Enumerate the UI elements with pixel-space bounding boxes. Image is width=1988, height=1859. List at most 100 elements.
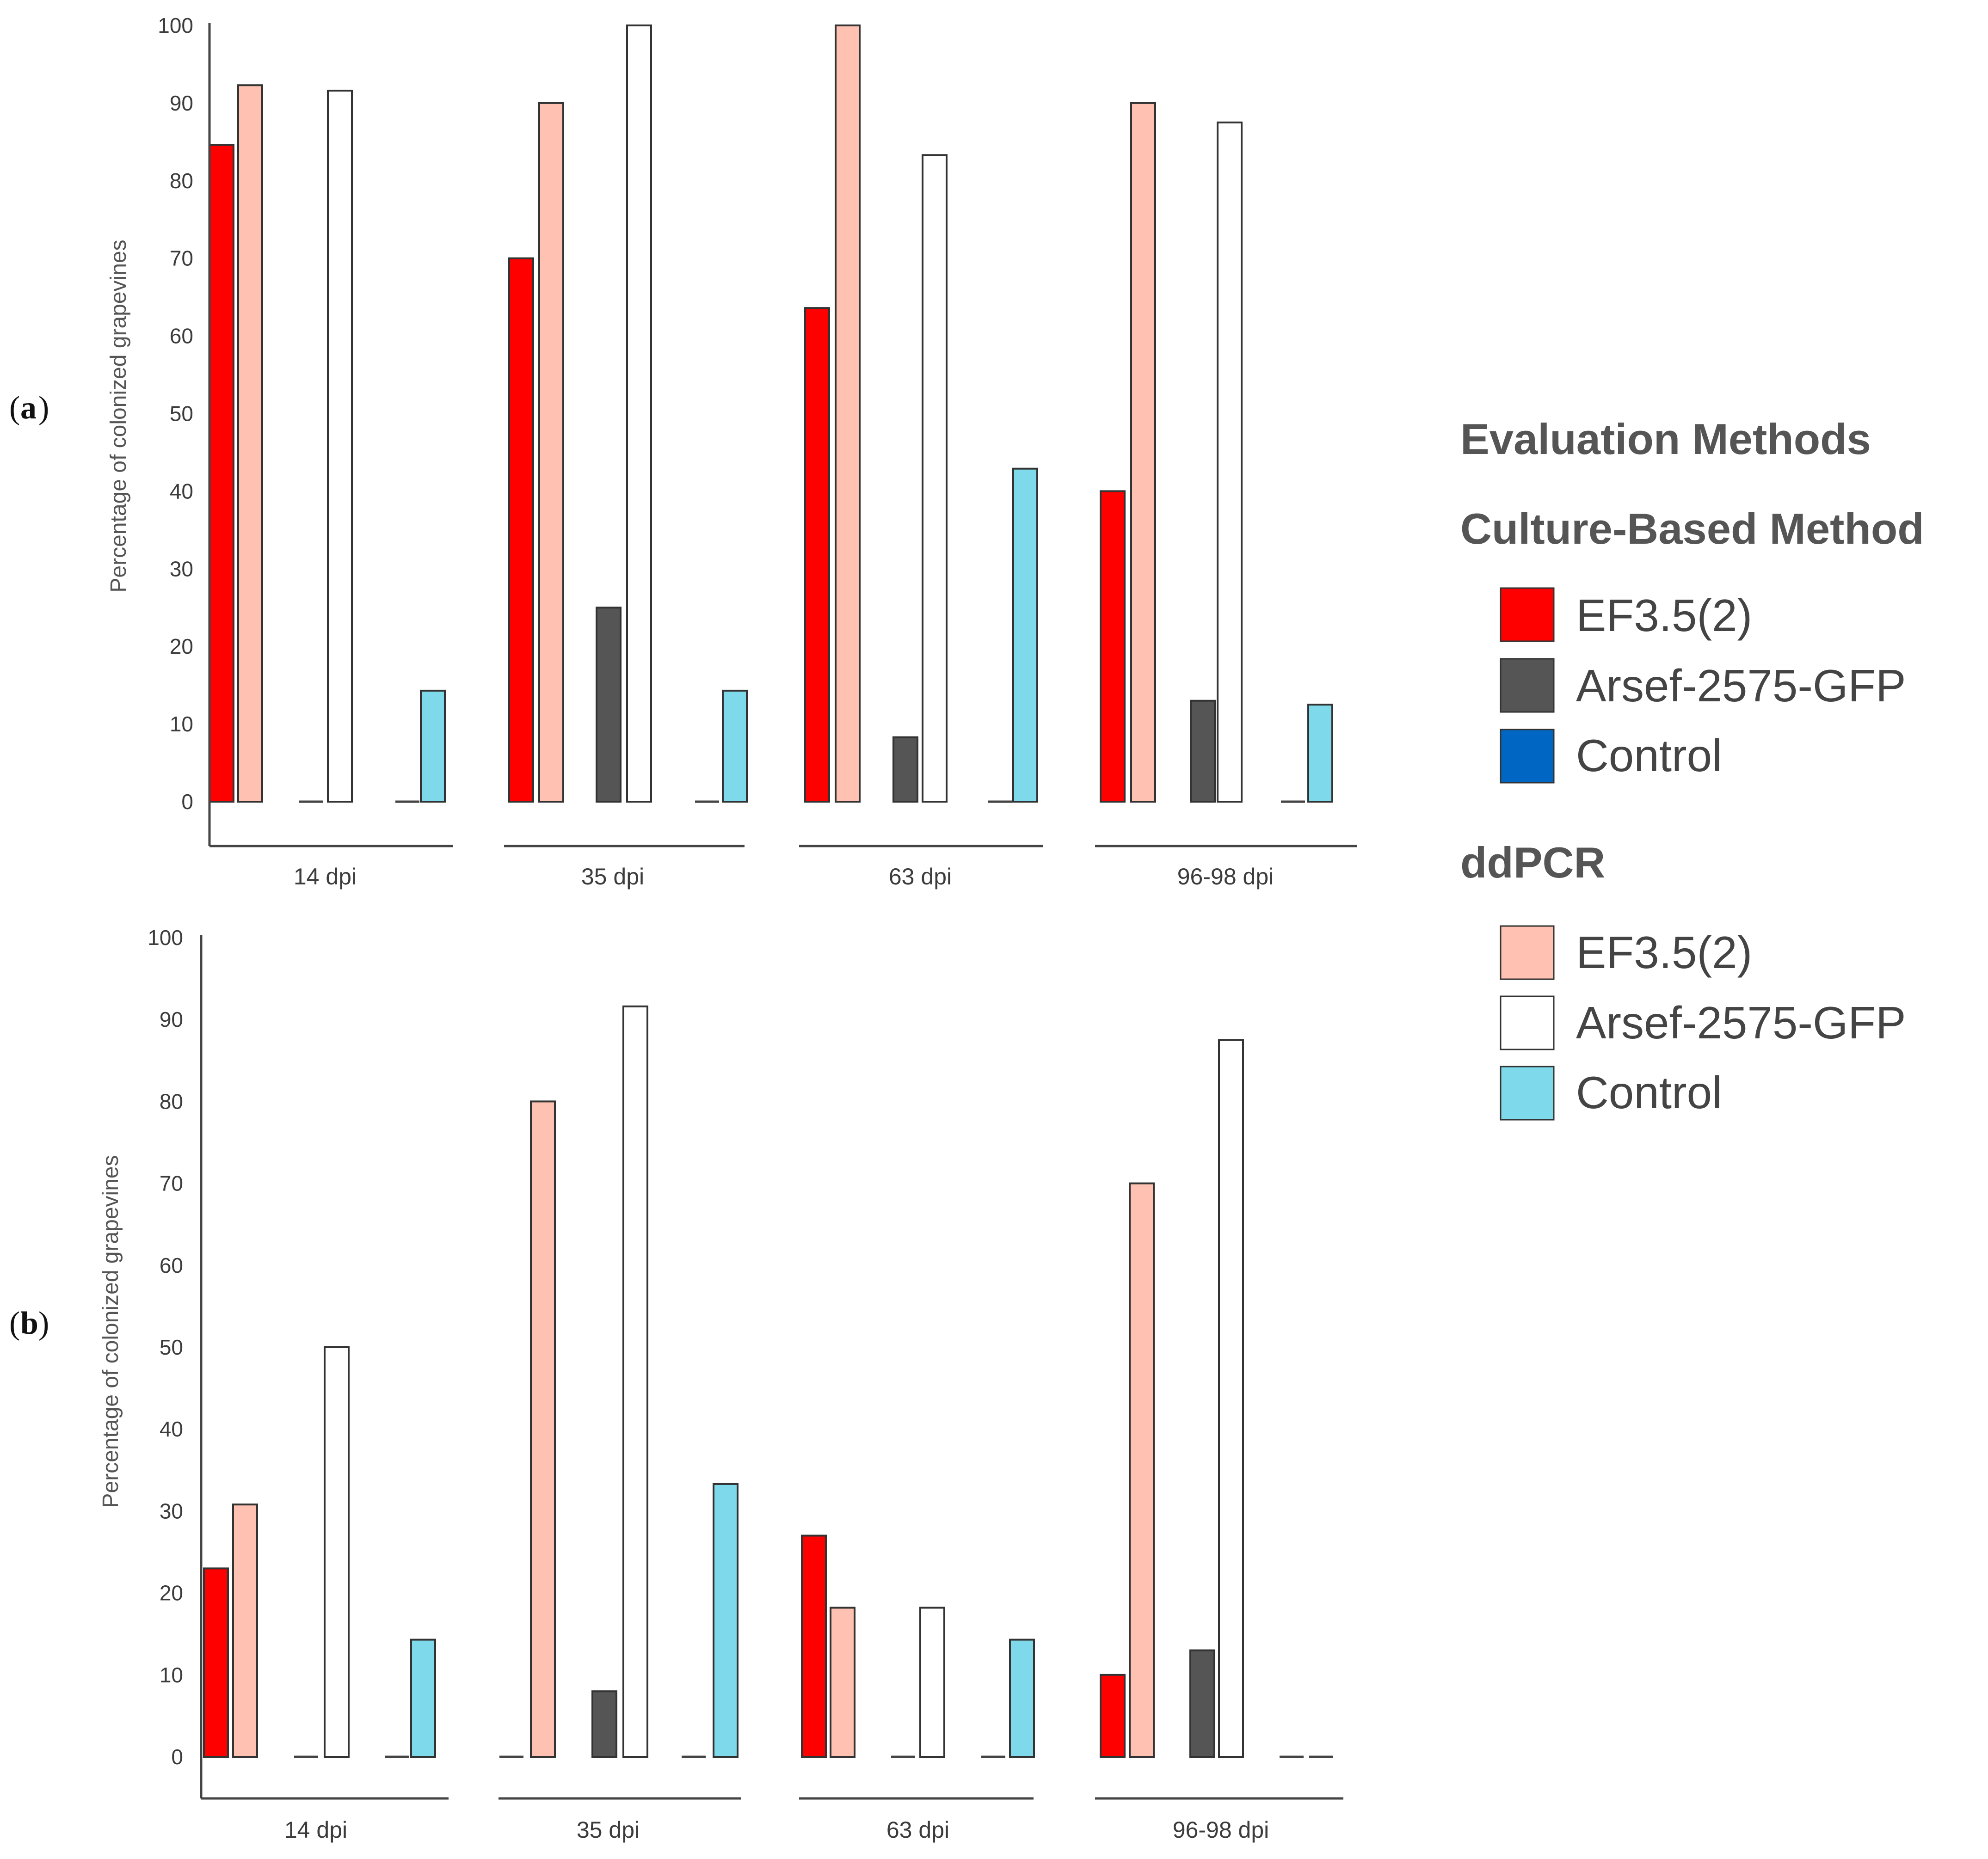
panel-b-bar-ef3-5-2-ddpcr-35-dpi	[530, 1100, 556, 1758]
panel-b-y-tick-20: 20	[160, 1581, 183, 1605]
legend-swatch-ddpcr-ef	[1500, 925, 1555, 980]
panel-a-axes	[208, 23, 1357, 847]
panel-a-bars	[209, 25, 1333, 803]
legend-label-ddpcr-arsef: Arsef-2575-GFP	[1576, 997, 1906, 1048]
legend-label-culture-ef: EF3.5(2)	[1576, 590, 1752, 641]
panel-b-bar-control-ddpcr-35-dpi	[713, 1483, 739, 1758]
panel-a-x-tick-96-98-dpi: 96-98 dpi	[1177, 864, 1274, 890]
panel-b-bar-arsef-2575-gfp-ddpcr-14-dpi	[324, 1346, 350, 1758]
panel-b-axes	[200, 935, 1343, 1800]
legend-label-culture-arsef: Arsef-2575-GFP	[1576, 660, 1906, 711]
panel-b-bar-arsef-2575-gfp-ddpcr-63-dpi	[919, 1607, 945, 1758]
panel-b-label-close: )	[38, 1306, 49, 1341]
legend-title: Evaluation Methods	[1460, 415, 1871, 463]
panel-a-y-tick-30: 30	[170, 557, 193, 581]
panel-b-y-tick-100: 100	[148, 926, 183, 950]
panel-a-bar-control-ddpcr-35-dpi	[722, 689, 748, 803]
panel-b-bar-ef3-5-2-ddpcr-96-98-dpi	[1129, 1182, 1155, 1758]
panel-b-x-tick-35-dpi: 35 dpi	[577, 1817, 640, 1843]
panel-a-bar-arsef-2575-gfp-ddpcr-96-98-dpi	[1217, 121, 1243, 803]
panel-a-bar-ef3-5-2-ddpcr-14-dpi	[237, 84, 263, 803]
panel-a-label-close: )	[38, 390, 49, 426]
legend-label-ddpcr-ef: EF3.5(2)	[1576, 927, 1752, 978]
legend-label-ddpcr-control: Control	[1576, 1067, 1722, 1118]
panel-a-y-tick-80: 80	[170, 169, 193, 193]
panel-a-y-tick-90: 90	[170, 91, 193, 115]
legend-heading-ddpcr: ddPCR	[1460, 838, 1605, 887]
panel-a-y-tick-70: 70	[170, 246, 193, 270]
panel-a-bar-ef3-5-2-ddpcr-35-dpi	[538, 102, 564, 803]
panel-a-y-tick-0: 0	[181, 790, 193, 814]
legend-swatch-ddpcr-arsef	[1500, 995, 1555, 1050]
panel-a-y-ticks: 0 10 20 30 40 50 60 70 80 90 100	[158, 13, 193, 814]
panel-b-y-tick-50: 50	[160, 1335, 183, 1359]
panel-a-bar-arsef-2575-gfp-culture-based-method-35-dpi	[596, 607, 622, 803]
panel-b-x-tick-63-dpi: 63 dpi	[886, 1817, 949, 1843]
panel-b-y-tick-80: 80	[160, 1089, 183, 1113]
panel-a-y-tick-20: 20	[170, 634, 193, 658]
panel-a-y-tick-50: 50	[170, 402, 193, 426]
legend-swatch-ddpcr-control	[1500, 1066, 1555, 1121]
panel-a-y-tick-40: 40	[170, 479, 193, 503]
panel-a-bar-arsef-2575-gfp-ddpcr-35-dpi	[626, 25, 652, 803]
legend-label-culture-control: Control	[1576, 730, 1722, 781]
panel-b-bar-ef3-5-2-culture-based-method-14-dpi	[203, 1567, 229, 1758]
panel-b-bar-arsef-2575-gfp-ddpcr-96-98-dpi	[1218, 1039, 1244, 1758]
panel-b-bar-ef3-5-2-culture-based-method-96-98-dpi	[1100, 1674, 1126, 1758]
panel-b-y-tick-30: 30	[160, 1499, 183, 1523]
panel-b-y-tick-40: 40	[160, 1417, 183, 1441]
legend-swatch-culture-control	[1500, 729, 1555, 784]
panel-a-bar-arsef-2575-gfp-culture-based-method-96-98-dpi	[1190, 699, 1216, 803]
panel-b-bar-control-ddpcr-14-dpi	[410, 1638, 436, 1758]
panel-a-bar-control-ddpcr-14-dpi	[420, 689, 446, 803]
panel-a-bar-ef3-5-2-ddpcr-96-98-dpi	[1130, 102, 1156, 803]
panel-a-bar-arsef-2575-gfp-ddpcr-14-dpi	[327, 90, 353, 803]
panel-a-x-tick-35-dpi: 35 dpi	[581, 864, 644, 890]
panel-b-y-ticks: 0 10 20 30 40 50 60 70 80 90 100	[148, 926, 183, 1769]
panel-a-bar-ef3-5-2-culture-based-method-63-dpi	[804, 307, 830, 803]
panel-a-bar-ef3-5-2-culture-based-method-96-98-dpi	[1100, 490, 1126, 803]
legend-swatch-culture-arsef	[1500, 658, 1555, 713]
panel-b-category-labels: 14 dpi 35 dpi 63 dpi 96-98 dpi	[284, 1817, 1269, 1843]
panel-b-label: b	[20, 1306, 38, 1341]
panel-b-y-tick-0: 0	[171, 1745, 183, 1769]
panel-a-bar-ef3-5-2-culture-based-method-35-dpi	[508, 257, 534, 803]
panel-b-bar-control-ddpcr-63-dpi	[1009, 1638, 1035, 1758]
panel-a-y-tick-10: 10	[170, 712, 193, 736]
panel-b-bar-arsef-2575-gfp-culture-based-method-35-dpi	[591, 1690, 617, 1758]
panel-b-bar-ef3-5-2-culture-based-method-63-dpi	[801, 1534, 827, 1758]
panel-a-x-tick-14-dpi: 14 dpi	[294, 864, 357, 890]
panel-b-y-tick-90: 90	[160, 1007, 183, 1031]
panel-a-bar-control-ddpcr-96-98-dpi	[1307, 704, 1333, 803]
panel-a-y-tick-60: 60	[170, 324, 193, 348]
panel-b: ( b ) Percentage of colonized grapevines…	[9, 926, 1343, 1843]
legend-heading-culture: Culture-Based Method	[1460, 504, 1924, 553]
panel-a-bar-arsef-2575-gfp-culture-based-method-63-dpi	[892, 736, 918, 803]
panel-a-y-tick-100: 100	[158, 13, 193, 37]
panel-a-label-open: (	[9, 390, 20, 426]
panel-a-y-axis-label: Percentage of colonized grapevines	[106, 239, 131, 592]
panel-b-label-open: (	[9, 1306, 20, 1341]
panel-b-x-tick-96-98-dpi: 96-98 dpi	[1173, 1817, 1269, 1843]
panel-b-bar-arsef-2575-gfp-culture-based-method-96-98-dpi	[1189, 1649, 1215, 1758]
panel-b-x-tick-14-dpi: 14 dpi	[284, 1817, 347, 1843]
legend-swatch-culture-ef	[1500, 587, 1555, 642]
panel-b-bar-arsef-2575-gfp-ddpcr-35-dpi	[622, 1005, 648, 1758]
legend: Evaluation Methods Culture-Based Method …	[1460, 415, 1924, 1121]
panel-a-label: a	[20, 390, 37, 426]
panel-b-y-tick-60: 60	[160, 1253, 183, 1277]
panel-a-category-labels: 14 dpi 35 dpi 63 dpi 96-98 dpi	[294, 864, 1274, 890]
panel-a-x-tick-63-dpi: 63 dpi	[889, 864, 952, 890]
panel-b-bars	[203, 1005, 1333, 1758]
panel-a-bar-arsef-2575-gfp-ddpcr-63-dpi	[922, 154, 948, 803]
panel-b-bar-ef3-5-2-ddpcr-63-dpi	[830, 1607, 856, 1758]
panel-b-y-tick-70: 70	[160, 1172, 183, 1196]
panel-b-y-tick-10: 10	[160, 1663, 183, 1687]
panel-b-y-axis-label: Percentage of colonized grapevines	[98, 1155, 123, 1508]
panel-a-bar-ef3-5-2-ddpcr-63-dpi	[835, 25, 861, 803]
panel-a: ( a ) Percentage of colonized grapevines…	[9, 13, 1357, 890]
panel-a-bar-ef3-5-2-culture-based-method-14-dpi	[209, 144, 234, 803]
panel-b-bar-ef3-5-2-ddpcr-14-dpi	[232, 1503, 258, 1758]
panel-a-bar-control-ddpcr-63-dpi	[1012, 467, 1038, 803]
